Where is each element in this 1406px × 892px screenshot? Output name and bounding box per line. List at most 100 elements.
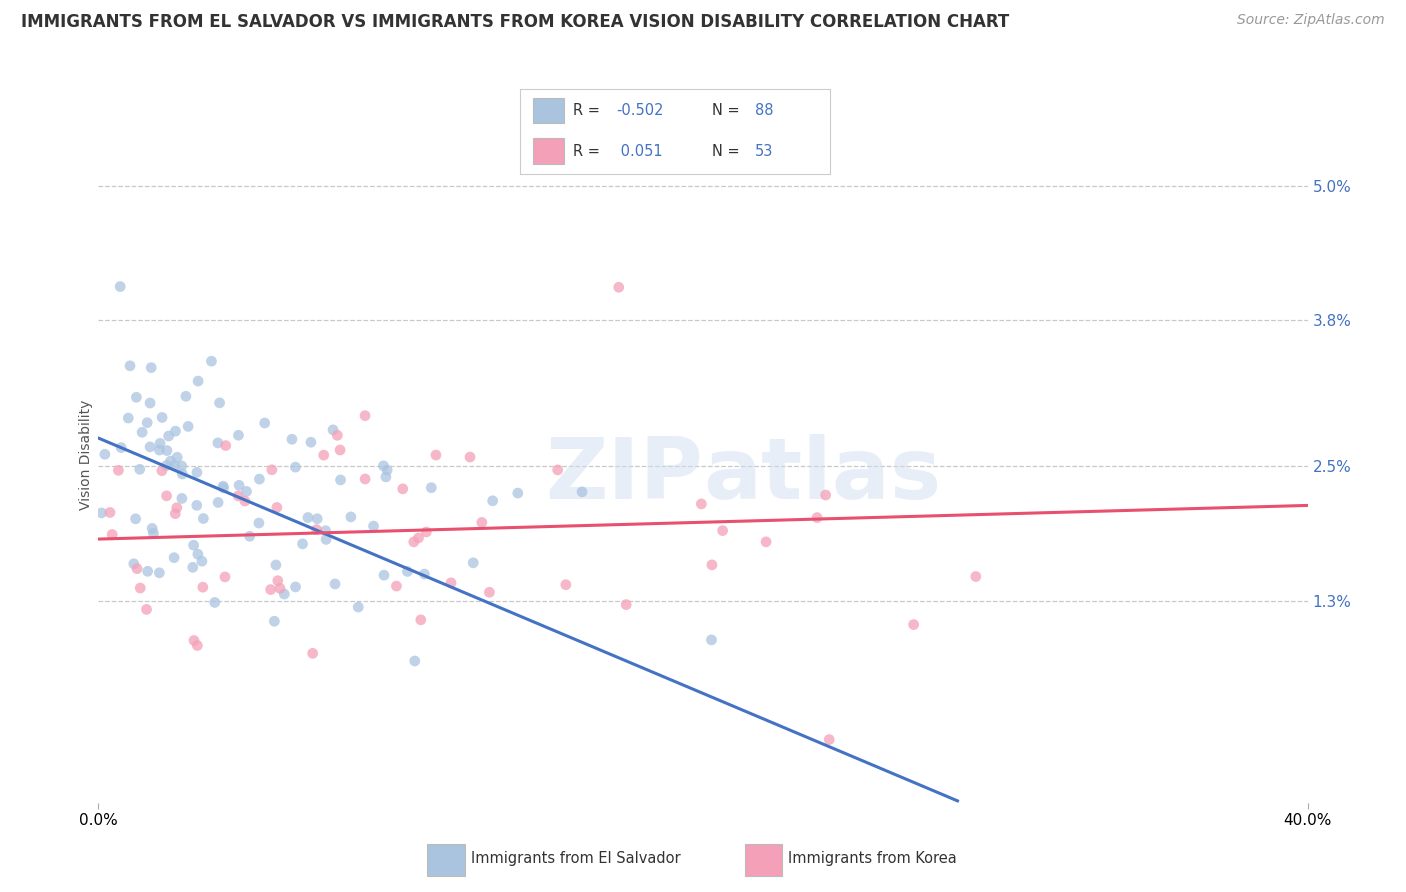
- Point: [297, 510, 319, 524]
- Point: [186, 639, 208, 653]
- Point: [212, 481, 235, 495]
- Point: [124, 512, 146, 526]
- Point: [755, 534, 778, 549]
- FancyBboxPatch shape: [533, 138, 564, 164]
- FancyBboxPatch shape: [427, 844, 464, 876]
- Point: [155, 489, 177, 503]
- Point: [263, 614, 285, 628]
- Point: [700, 632, 723, 647]
- Point: [98, 506, 121, 520]
- Point: [150, 464, 173, 478]
- Point: [156, 443, 179, 458]
- Point: [122, 557, 145, 571]
- Point: [267, 574, 290, 588]
- Point: [183, 633, 205, 648]
- Point: [607, 280, 630, 294]
- Point: [260, 463, 283, 477]
- Point: [554, 577, 576, 591]
- Point: [247, 516, 270, 530]
- Text: N =: N =: [711, 144, 744, 159]
- Point: [471, 516, 494, 530]
- Point: [118, 359, 141, 373]
- FancyBboxPatch shape: [745, 844, 782, 876]
- Point: [110, 441, 132, 455]
- Text: 53: 53: [755, 144, 773, 159]
- Point: [363, 519, 385, 533]
- Point: [273, 587, 295, 601]
- Point: [135, 602, 157, 616]
- Text: IMMIGRANTS FROM EL SALVADOR VS IMMIGRANTS FROM KOREA VISION DISABILITY CORRELATI: IMMIGRANTS FROM EL SALVADOR VS IMMIGRANT…: [21, 13, 1010, 31]
- Text: Immigrants from El Salvador: Immigrants from El Salvador: [471, 851, 681, 866]
- Point: [329, 473, 352, 487]
- Point: [409, 613, 432, 627]
- Point: [165, 507, 187, 521]
- Point: [284, 460, 307, 475]
- Point: [101, 527, 124, 541]
- Point: [187, 547, 209, 561]
- Point: [150, 410, 173, 425]
- Point: [266, 500, 288, 515]
- Point: [208, 396, 231, 410]
- Point: [301, 646, 323, 660]
- Point: [207, 436, 229, 450]
- Text: ZIP: ZIP: [546, 434, 703, 517]
- Text: N =: N =: [711, 103, 744, 118]
- Text: -0.502: -0.502: [616, 103, 664, 118]
- Point: [806, 510, 828, 524]
- Point: [212, 479, 235, 493]
- Point: [159, 454, 181, 468]
- Point: [463, 556, 485, 570]
- Point: [322, 423, 344, 437]
- Point: [107, 463, 129, 477]
- Point: [186, 466, 208, 480]
- Point: [329, 442, 352, 457]
- Point: [478, 585, 501, 599]
- Point: [711, 524, 734, 538]
- Point: [391, 482, 413, 496]
- Point: [214, 570, 236, 584]
- Point: [141, 360, 163, 375]
- Point: [226, 489, 249, 503]
- Point: [814, 488, 837, 502]
- Point: [207, 495, 229, 509]
- Point: [139, 440, 162, 454]
- Point: [385, 579, 408, 593]
- Point: [291, 537, 314, 551]
- Point: [506, 486, 529, 500]
- Text: Immigrants from Korea: Immigrants from Korea: [789, 851, 957, 866]
- Point: [281, 432, 304, 446]
- Point: [965, 569, 987, 583]
- Point: [90, 506, 112, 520]
- Point: [420, 481, 443, 495]
- Point: [177, 419, 200, 434]
- Text: 88: 88: [755, 103, 773, 118]
- Y-axis label: Vision Disability: Vision Disability: [79, 400, 93, 510]
- Point: [204, 595, 226, 609]
- Point: [690, 497, 713, 511]
- Point: [315, 524, 337, 538]
- Point: [299, 435, 322, 450]
- Point: [157, 429, 180, 443]
- Point: [181, 560, 204, 574]
- Point: [547, 463, 569, 477]
- Point: [193, 511, 215, 525]
- Point: [373, 568, 395, 582]
- Point: [323, 577, 346, 591]
- Point: [228, 478, 250, 492]
- Text: atlas: atlas: [703, 434, 941, 517]
- Point: [166, 450, 188, 465]
- Point: [139, 396, 162, 410]
- Point: [163, 458, 186, 473]
- Point: [186, 499, 208, 513]
- Point: [307, 512, 329, 526]
- Point: [249, 472, 271, 486]
- Point: [129, 581, 152, 595]
- Point: [215, 439, 238, 453]
- Point: [148, 566, 170, 580]
- Point: [117, 411, 139, 425]
- Point: [165, 424, 187, 438]
- Point: [239, 529, 262, 543]
- Point: [340, 510, 363, 524]
- Point: [408, 531, 430, 545]
- Point: [458, 450, 481, 464]
